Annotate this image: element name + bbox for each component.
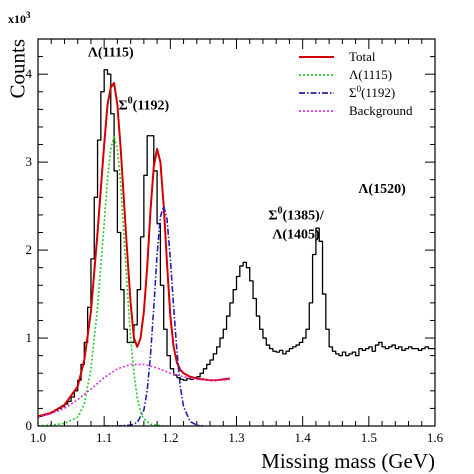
y-multiplier: x103 (8, 10, 31, 26)
annotation-sigma1385b: Λ(1405) (272, 228, 320, 243)
legend-label: Total (349, 49, 376, 64)
annotation-sigma1385a: Σ0(1385)/ (268, 205, 324, 223)
x-tick-label: 1.1 (96, 430, 112, 445)
y-tick-label: 0 (26, 418, 33, 433)
y-tick-label: 4 (26, 66, 33, 81)
legend-label: Λ(1115) (349, 67, 392, 82)
x-axis-label: Missing mass (GeV) (261, 449, 435, 473)
y-tick-label: 3 (26, 154, 33, 169)
x-tick-label: 1.4 (295, 430, 312, 445)
annotation-lambda1115: Λ(1115) (88, 46, 134, 61)
series-line-0 (38, 69, 435, 417)
x-tick-label: 1.2 (162, 430, 178, 445)
series-line-2 (38, 134, 171, 426)
legend-label: Σ0(1192) (349, 84, 395, 100)
y-tick-label: 1 (26, 330, 33, 345)
x-tick-label: 1.5 (361, 430, 377, 445)
x-tick-label: 1.3 (228, 430, 244, 445)
y-axis-label: Counts (5, 39, 29, 99)
series-line-4 (38, 363, 230, 418)
x-tick-label: 1.6 (427, 430, 444, 445)
annotation-lambda1520: Λ(1520) (358, 182, 406, 197)
legend-label: Background (349, 103, 413, 118)
series-line-1 (38, 81, 231, 418)
annotation-sigma1192: Σ0(1192) (119, 95, 170, 113)
y-tick-label: 2 (26, 242, 33, 257)
series-line-3 (104, 205, 204, 426)
x-tick-label: 1.0 (30, 430, 46, 445)
